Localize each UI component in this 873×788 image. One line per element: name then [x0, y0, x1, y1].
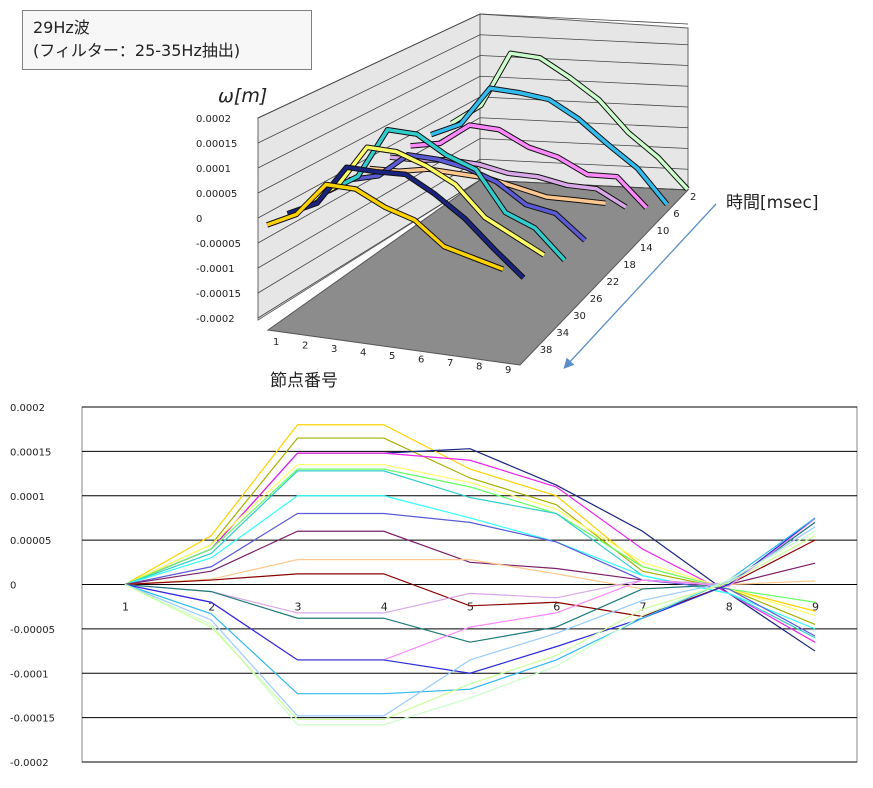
y-tick-label: -0.0002 — [10, 758, 49, 769]
y-tick-label: 30 — [573, 311, 586, 322]
y-tick-label: 2 — [690, 192, 696, 203]
z-tick-label: -0.0001 — [196, 264, 235, 275]
x-tick-label: 6 — [418, 355, 424, 366]
x-tick-label: 7 — [447, 358, 453, 369]
x-tick-label: 3 — [295, 601, 302, 614]
z-gridline — [257, 34, 689, 144]
y-tick-label: -0.0001 — [10, 669, 49, 680]
y-tick-label: 0.0001 — [10, 492, 45, 503]
z-tick-label: 0.0001 — [196, 164, 231, 175]
z-gridline — [257, 75, 689, 194]
y-tick-label: 22 — [607, 277, 620, 288]
series-line — [124, 521, 816, 614]
series-line — [124, 535, 816, 721]
y-axis-label: 時間[msec] — [726, 193, 819, 213]
x-tick-label: 2 — [302, 341, 308, 352]
series-ribbon — [327, 127, 566, 262]
y-tick-label: 0 — [10, 581, 16, 592]
x-tick-label: 1 — [273, 337, 279, 348]
y-tick-label: 6 — [673, 209, 679, 220]
x-tick-label: 5 — [467, 601, 474, 614]
y-tick-label: 0.00015 — [10, 447, 51, 458]
z-gridline — [257, 138, 689, 269]
series-line — [124, 464, 816, 617]
y-tick-label: 18 — [623, 260, 636, 271]
x-tick-label: 1 — [122, 601, 129, 614]
z-tick-label: 0.0002 — [196, 114, 231, 125]
x-tick-label: 2 — [208, 601, 215, 614]
annotation-line1: 29Hz波 — [33, 18, 90, 37]
y-tick-label: 26 — [590, 294, 603, 305]
x-tick-label: 7 — [640, 601, 647, 614]
series-line — [124, 468, 816, 603]
x-tick-label: 6 — [553, 601, 560, 614]
y-tick-label: 10 — [657, 226, 670, 237]
y-tick-label: 14 — [640, 243, 653, 254]
annotation-line2: (フィルター：25-35Hz抽出) — [33, 41, 241, 60]
y-tick-label: 0.0002 — [10, 403, 45, 414]
y-tick-label: -0.00005 — [10, 625, 55, 636]
z-tick-label: -0.00005 — [196, 239, 241, 250]
z-axis-label: ω[m] — [218, 85, 267, 107]
chart-3d: 0.0002 0.00015 0.0001 0.00005 0 -0.00005 -0.00… — [196, 13, 819, 390]
x-axis-label: 節点番号 — [270, 371, 338, 390]
x-tick-label: 3 — [331, 344, 337, 355]
series-line — [124, 521, 816, 643]
x-tick-label: 4 — [381, 601, 388, 614]
series-line — [124, 452, 816, 643]
x-tick-label: 8 — [726, 601, 733, 614]
series-ribbon — [410, 123, 648, 210]
y-tick-label: 38 — [540, 345, 553, 356]
x-tick-label: 9 — [505, 365, 511, 376]
z-gridline — [257, 13, 689, 119]
x-tick-label: 5 — [389, 351, 395, 362]
x-tick-label: 8 — [476, 362, 482, 373]
series-ribbon — [266, 182, 504, 271]
y-tick-label: 34 — [556, 328, 569, 339]
time-arrow — [563, 203, 717, 369]
series-line — [124, 526, 816, 717]
series-ribbon — [286, 165, 525, 280]
x-tick-label: 9 — [812, 601, 819, 614]
y-tick-label: -0.00015 — [10, 714, 55, 725]
series-line — [124, 517, 816, 674]
series-line — [124, 517, 816, 695]
series-ribbon — [307, 145, 545, 257]
z-tick-label: 0.00015 — [196, 139, 237, 150]
z-tick-label: -0.00015 — [196, 289, 241, 300]
z-tick-label: 0.00005 — [196, 189, 237, 200]
series-ribbon — [430, 86, 669, 206]
z-gridline — [257, 55, 689, 169]
z-gridline — [257, 158, 689, 294]
y-tick-label: 0.00005 — [10, 536, 51, 547]
z-tick-label: 0 — [196, 214, 202, 225]
z-tick-label: -0.0002 — [196, 314, 235, 325]
annotation-box: 29Hz波 (フィルター：25-35Hz抽出) — [22, 10, 312, 70]
x-tick-label: 4 — [360, 348, 366, 359]
